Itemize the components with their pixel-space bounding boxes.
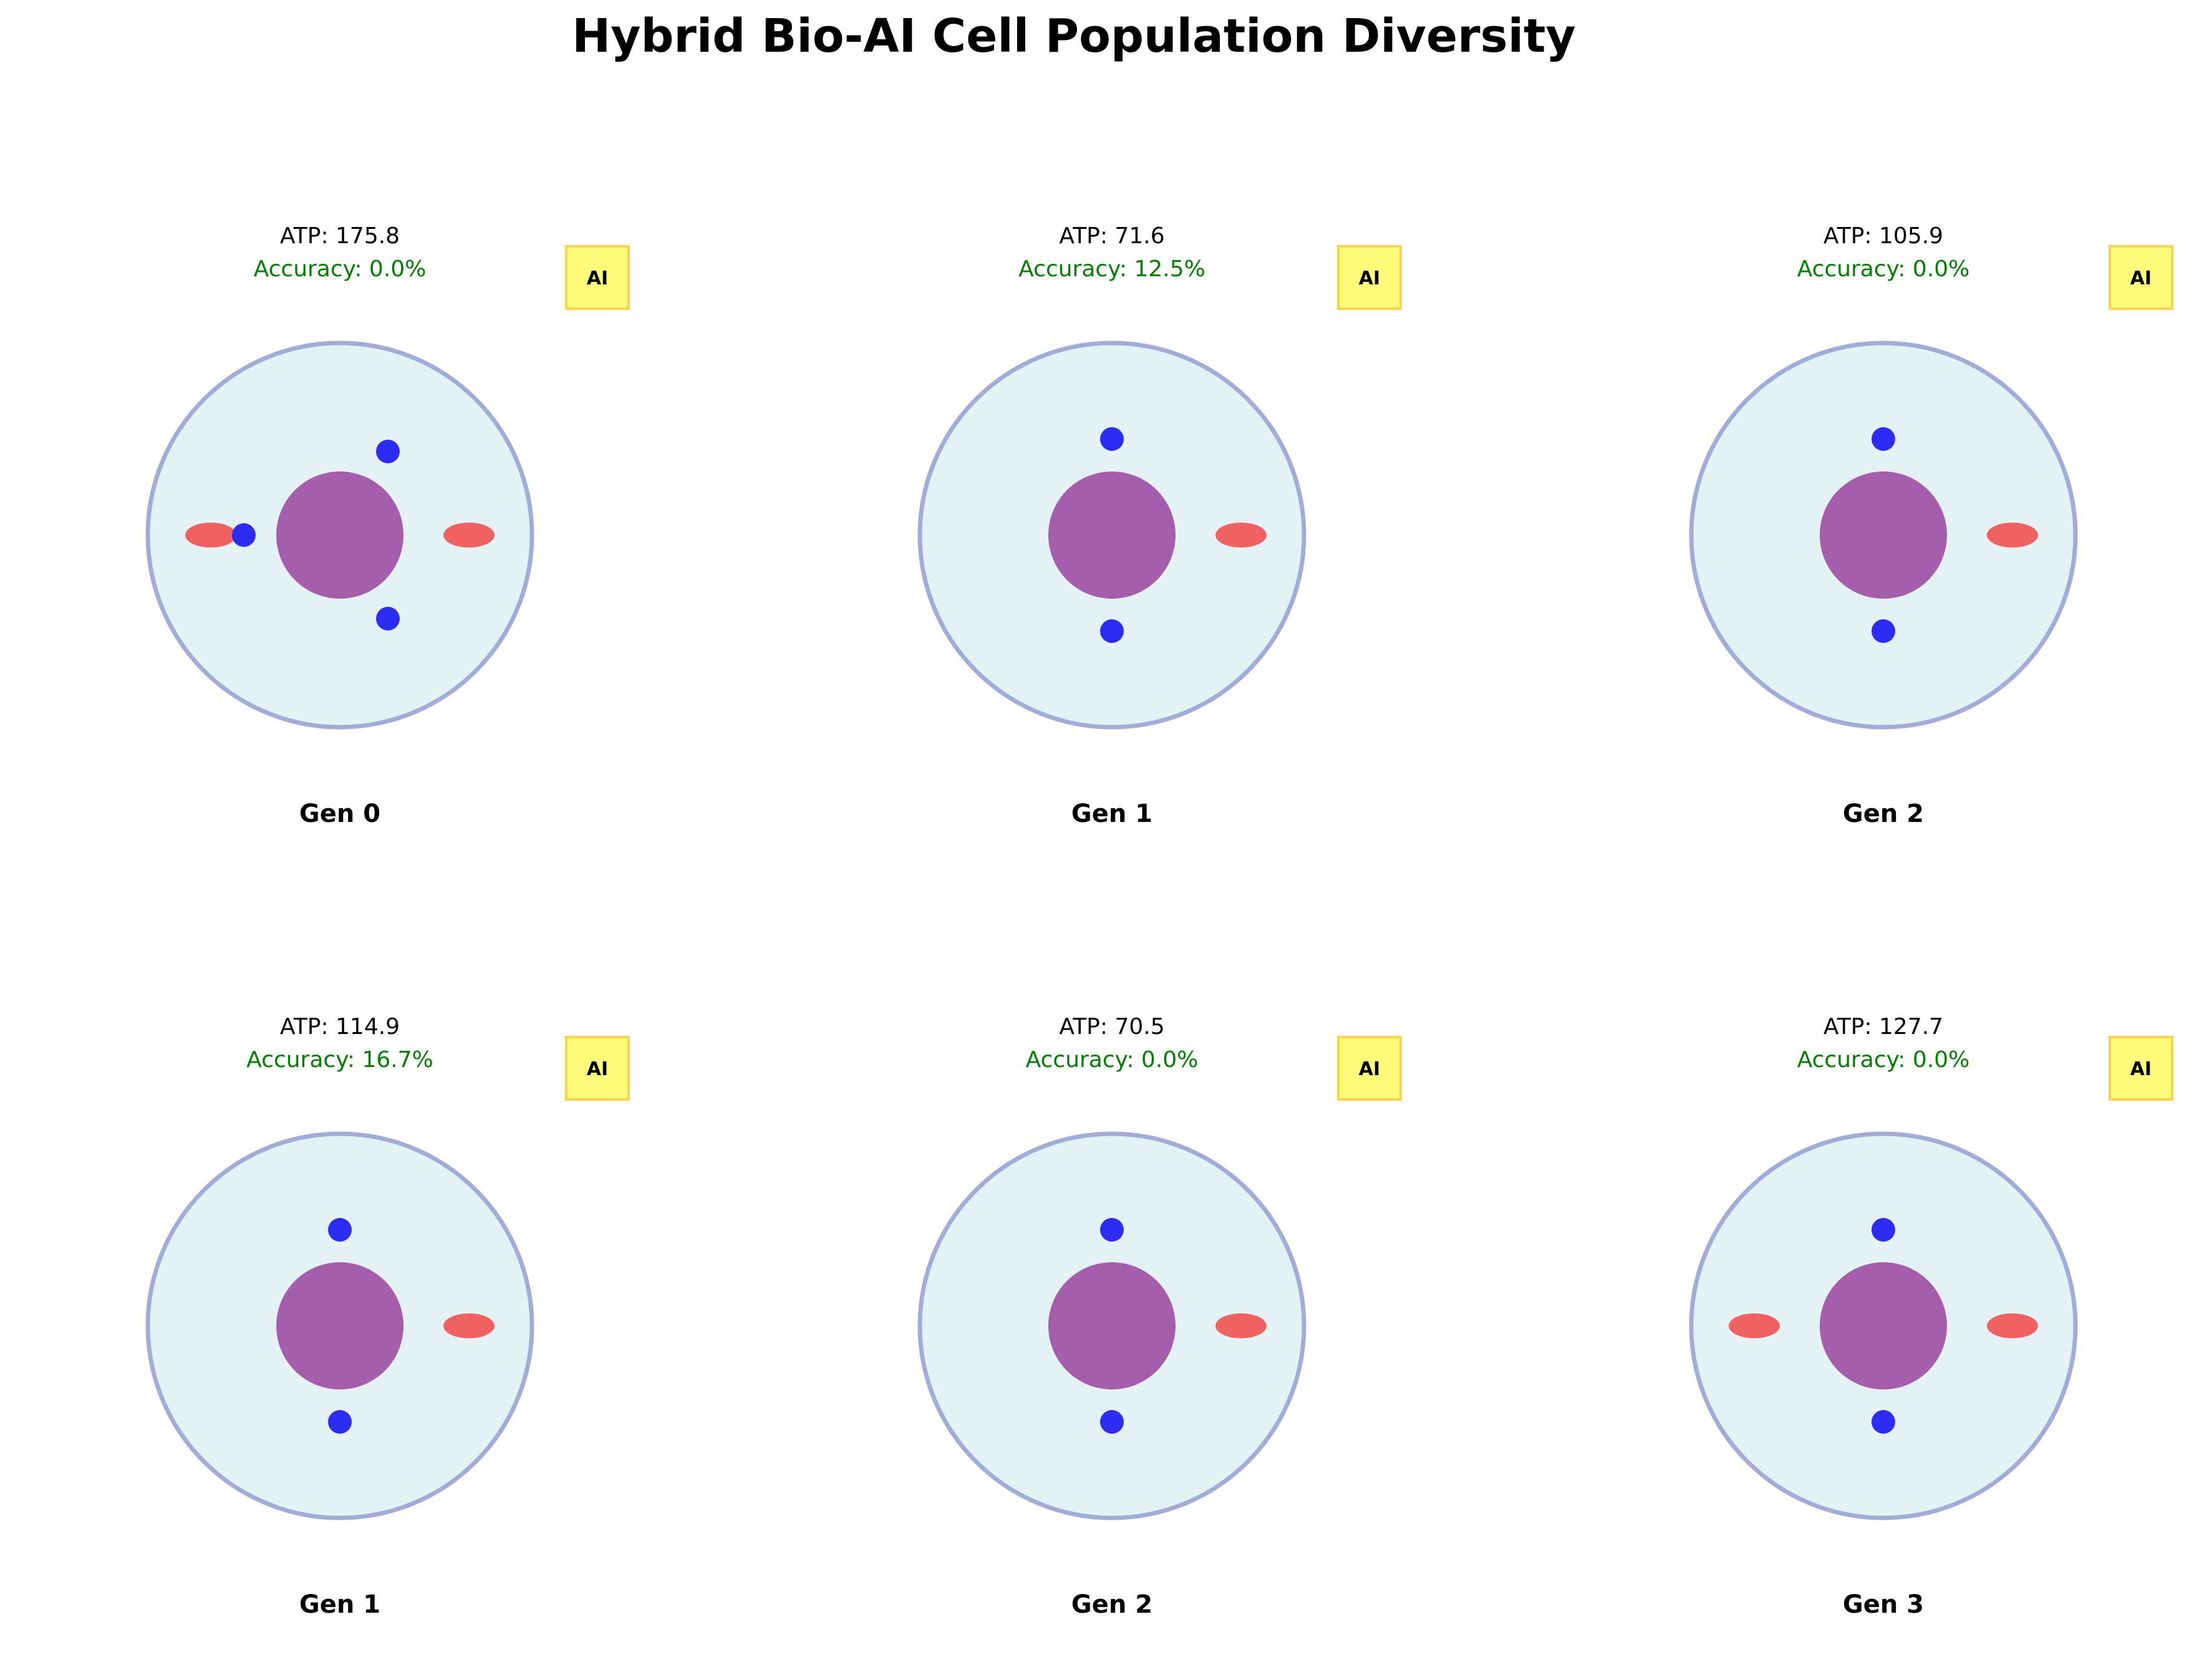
nucleus: [1820, 471, 1947, 599]
generation-label: Gen 2: [1843, 800, 1924, 828]
ai-badge-label: AI: [1359, 1058, 1380, 1080]
ribosome: [1100, 619, 1124, 643]
accuracy-label: Accuracy: 0.0%: [254, 256, 427, 282]
nucleus: [276, 1262, 403, 1389]
atp-label: ATP: 105.9: [1823, 223, 1943, 249]
ai-badge: [1337, 245, 1402, 310]
cell-panel: ATP: 70.5 Accuracy: 0.0% AI Gen 2: [917, 1014, 1402, 1619]
mitochondrion: [443, 523, 495, 548]
ribosome: [1872, 1218, 1895, 1242]
accuracy-label: Accuracy: 12.5%: [1018, 256, 1205, 282]
ribosome: [1100, 1410, 1124, 1434]
ribosome: [376, 440, 400, 463]
ai-badge-label: AI: [587, 268, 608, 289]
ai-badge: [2108, 245, 2173, 310]
cell-panel: ATP: 114.9 Accuracy: 16.7% AI Gen 1: [145, 1014, 630, 1619]
nucleus: [276, 471, 403, 599]
generation-label: Gen 2: [1071, 1590, 1152, 1619]
figure-title: Hybrid Bio-AI Cell Population Diversity: [572, 9, 1575, 63]
mitochondrion: [1729, 1313, 1780, 1338]
ai-badge-label: AI: [2130, 1058, 2152, 1080]
mitochondrion: [1215, 523, 1267, 548]
mitochondrion: [443, 1313, 495, 1338]
cell-panel: ATP: 105.9 Accuracy: 0.0% AI Gen 2: [1689, 223, 2173, 828]
ai-badge: [1337, 1036, 1402, 1101]
atp-label: ATP: 114.9: [280, 1014, 400, 1040]
ribosome: [1100, 1218, 1124, 1242]
cell-panel: ATP: 127.7 Accuracy: 0.0% AI Gen 3: [1689, 1014, 2173, 1619]
cell-panel: ATP: 175.8 Accuracy: 0.0% AI Gen 0: [145, 223, 630, 828]
ai-badge: [565, 1036, 630, 1101]
ai-badge-label: AI: [2130, 268, 2152, 289]
ai-badge-label: AI: [587, 1058, 608, 1080]
mitochondrion: [1987, 523, 2038, 548]
cell-grid: ATP: 175.8 Accuracy: 0.0% AI Gen 0 ATP: 71.6…: [145, 223, 2173, 1619]
nucleus: [1820, 1262, 1947, 1389]
nucleus: [1048, 1262, 1176, 1389]
atp-label: ATP: 71.6: [1059, 223, 1164, 249]
mitochondrion: [1215, 1313, 1267, 1338]
ai-badge-label: AI: [1359, 268, 1380, 289]
ribosome: [1872, 427, 1895, 451]
cell-panel: ATP: 71.6 Accuracy: 12.5% AI Gen 1: [917, 223, 1402, 828]
generation-label: Gen 1: [299, 1590, 380, 1619]
atp-label: ATP: 70.5: [1059, 1014, 1164, 1040]
ribosome: [1100, 427, 1124, 451]
atp-label: ATP: 175.8: [280, 223, 400, 249]
ribosome: [328, 1410, 352, 1434]
accuracy-label: Accuracy: 16.7%: [246, 1047, 433, 1073]
mitochondrion: [1987, 1313, 2038, 1338]
ribosome: [328, 1218, 352, 1242]
accuracy-label: Accuracy: 0.0%: [1797, 1047, 1970, 1073]
ai-badge: [565, 245, 630, 310]
ribosome: [1872, 619, 1895, 643]
ribosome: [1872, 1410, 1895, 1434]
ribosome: [376, 607, 400, 630]
atp-label: ATP: 127.7: [1823, 1014, 1943, 1040]
generation-label: Gen 0: [299, 800, 380, 828]
nucleus: [1048, 471, 1176, 599]
accuracy-label: Accuracy: 0.0%: [1026, 1047, 1199, 1073]
ribosome: [232, 523, 256, 547]
generation-label: Gen 1: [1071, 800, 1152, 828]
mitochondrion: [185, 523, 236, 548]
accuracy-label: Accuracy: 0.0%: [1797, 256, 1970, 282]
generation-label: Gen 3: [1843, 1590, 1924, 1619]
ai-badge: [2108, 1036, 2173, 1101]
